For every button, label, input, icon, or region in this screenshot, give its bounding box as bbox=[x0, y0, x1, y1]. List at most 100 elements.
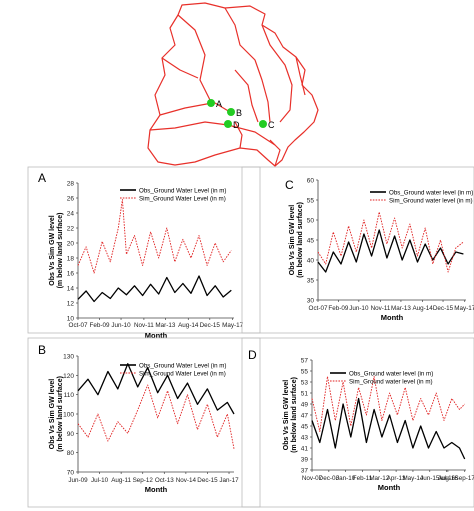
y-tick-label: 60 bbox=[307, 178, 315, 185]
y-tick-label: 49 bbox=[301, 402, 309, 409]
x-tick-label: Dec-08 bbox=[319, 475, 340, 482]
map-label-d: D bbox=[233, 120, 240, 130]
x-tick-label: Aug-14 bbox=[412, 305, 433, 312]
map-label-a: A bbox=[216, 99, 222, 109]
legend-label: Sim_Ground Water Level (in m) bbox=[139, 370, 226, 377]
x-tick-label: Dec-15 bbox=[197, 477, 218, 484]
panel-frame bbox=[241, 337, 474, 508]
y-tick-label: 57 bbox=[301, 358, 309, 365]
y-axis-label-line: (m below land surface) bbox=[297, 202, 304, 278]
y-axis-label: Obs Vs Sim GW level(m below land surface… bbox=[283, 377, 298, 453]
y-tick-label: 14 bbox=[67, 286, 75, 293]
map-point-b bbox=[227, 108, 235, 116]
y-tick-label: 28 bbox=[67, 181, 75, 188]
panel-frame bbox=[27, 337, 261, 508]
subbasin-line bbox=[224, 7, 271, 123]
y-tick-label: 35 bbox=[307, 278, 315, 285]
panel-letter: B bbox=[38, 343, 46, 357]
map-label-b: B bbox=[236, 108, 242, 118]
y-tick-label: 24 bbox=[67, 211, 75, 218]
x-tick-label: Sep-12 bbox=[133, 477, 154, 484]
x-tick-label: Jul-16 bbox=[438, 475, 456, 482]
x-tick-label: Jun-15 bbox=[420, 475, 440, 482]
y-tick-label: 16 bbox=[67, 271, 75, 278]
x-tick-label: Oct-07 bbox=[69, 322, 88, 329]
y-tick-label: 53 bbox=[301, 380, 309, 387]
x-tick-label: Aug-14 bbox=[178, 322, 199, 329]
legend-label: Sim_Ground water level (in m) bbox=[349, 378, 433, 385]
panel-letter: A bbox=[38, 171, 46, 185]
subbasin-line bbox=[159, 102, 213, 116]
x-tick-label: Nov-14 bbox=[176, 477, 197, 484]
subbasin-line bbox=[177, 14, 231, 113]
subbasin-line bbox=[261, 24, 293, 123]
panel-letter: C bbox=[285, 178, 294, 192]
x-tick-label: Oct-13 bbox=[155, 477, 174, 484]
y-tick-label: 40 bbox=[307, 258, 315, 265]
y-axis-label-line: (m below land surface) bbox=[291, 377, 298, 453]
subbasin-line bbox=[161, 57, 199, 79]
x-tick-label: Jun-10 bbox=[349, 305, 369, 312]
legend-label: Obs_Ground Water Level (in m) bbox=[139, 187, 226, 194]
y-tick-label: 80 bbox=[67, 450, 75, 457]
legend-label: Obs_Ground water level (in m) bbox=[349, 370, 433, 377]
watershed-boundary bbox=[147, 2, 319, 167]
y-tick-label: 22 bbox=[67, 226, 75, 233]
x-tick-label: Feb-09 bbox=[90, 322, 110, 329]
x-tick-label: Nov-11 bbox=[134, 322, 154, 329]
y-tick-label: 43 bbox=[301, 435, 309, 442]
y-tick-label: 100 bbox=[63, 412, 74, 419]
legend-label: Sim_Ground water level (in m) bbox=[389, 197, 473, 204]
x-tick-label: Mar-13 bbox=[391, 305, 411, 312]
x-tick-label: Feb-09 bbox=[328, 305, 348, 312]
panel-letter: D bbox=[248, 348, 257, 362]
x-tick-label: Aug-16 bbox=[438, 475, 459, 482]
map-point-d bbox=[224, 120, 232, 128]
series-line-sim bbox=[311, 376, 466, 432]
x-axis-label: Month bbox=[381, 313, 404, 322]
subbasin-line bbox=[234, 69, 259, 123]
y-tick-label: 45 bbox=[307, 238, 315, 245]
x-tick-label: Oct-07 bbox=[309, 305, 328, 312]
y-tick-label: 110 bbox=[64, 392, 75, 399]
subbasin-line bbox=[295, 56, 306, 96]
x-tick-label: May-17 bbox=[454, 305, 474, 312]
y-tick-label: 120 bbox=[63, 373, 74, 380]
y-axis-label-line: Obs Vs Sim GW level bbox=[49, 215, 56, 285]
x-tick-label: Dec-15 bbox=[200, 322, 221, 329]
y-tick-label: 41 bbox=[301, 446, 309, 453]
series-line-obs bbox=[77, 363, 235, 415]
y-tick-label: 20 bbox=[67, 241, 75, 248]
y-tick-label: 50 bbox=[307, 218, 315, 225]
y-axis-label-line: Obs Vs Sim GW level bbox=[283, 380, 290, 450]
y-tick-label: 10 bbox=[67, 316, 75, 323]
chart-panel-b: B 70 80 90 100 110 120 130 Jun-09 Jul-10 Aug-11 Sep… bbox=[27, 337, 261, 508]
x-tick-label: Jan-17 bbox=[219, 477, 239, 484]
y-axis-label: Obs Vs Sim GW level(m below land surface… bbox=[49, 376, 64, 452]
panel-frame bbox=[241, 166, 474, 334]
chart-panel-d: D 37 39 41 43 45 47 49 51 53 55 57 Nov-07Dec-08Jan-1… bbox=[241, 337, 474, 508]
x-tick-label: Jul-10 bbox=[91, 477, 109, 484]
chart-panel-a: A 10 12 14 16 18 20 22 24 26 28 Oct-07 Feb-09 Jun-10 N… bbox=[27, 166, 261, 340]
map-point-a bbox=[207, 99, 215, 107]
x-tick-label: May-17 bbox=[222, 322, 243, 329]
x-axis-label: Month bbox=[145, 485, 168, 494]
series-line-sim bbox=[317, 211, 464, 273]
x-tick-label: Mar-13 bbox=[155, 322, 175, 329]
x-tick-label: Dec-15 bbox=[433, 305, 454, 312]
y-tick-label: 90 bbox=[67, 431, 75, 438]
x-tick-label: Nov-07 bbox=[302, 475, 323, 482]
y-tick-label: 37 bbox=[301, 468, 309, 475]
x-tick-label: Jun-09 bbox=[68, 477, 88, 484]
legend-label: Sim_Ground Water Level (in m) bbox=[139, 195, 226, 202]
series-line-obs bbox=[77, 275, 232, 303]
watershed-map: A B D C bbox=[147, 2, 319, 167]
y-tick-label: 45 bbox=[301, 424, 309, 431]
y-tick-label: 12 bbox=[67, 301, 75, 308]
y-tick-label: 18 bbox=[67, 256, 75, 263]
map-point-c bbox=[259, 120, 267, 128]
outlet-line bbox=[269, 139, 281, 167]
x-tick-label: May-14 bbox=[402, 475, 423, 482]
